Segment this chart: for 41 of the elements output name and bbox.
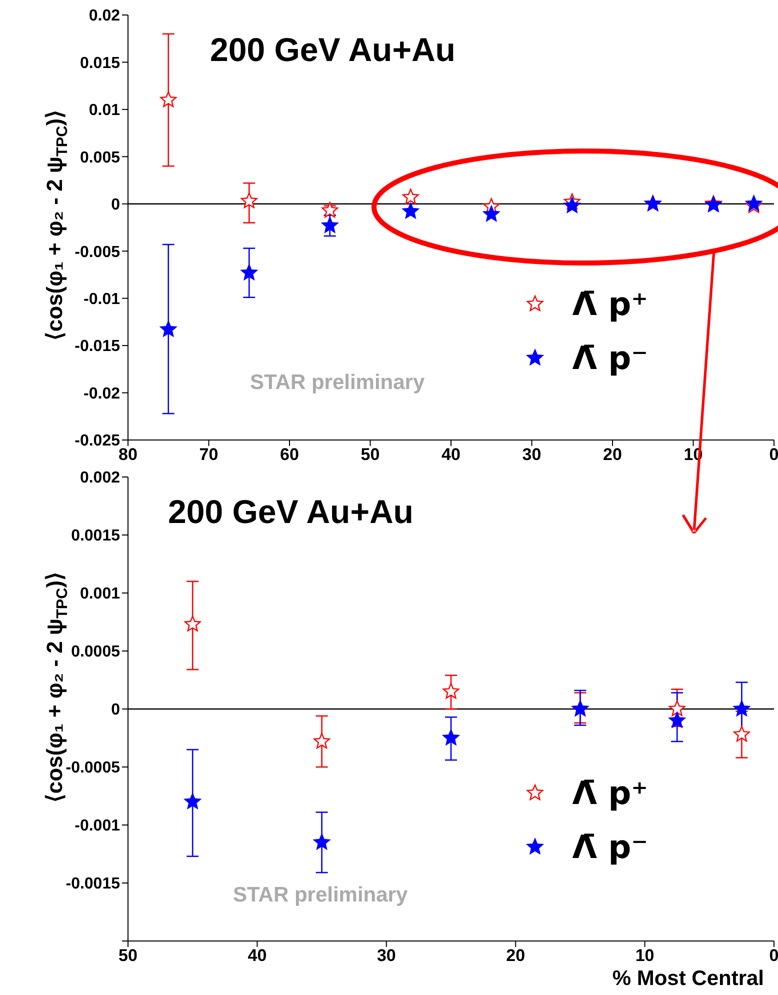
y-tick-label: 0.0005 — [71, 644, 120, 661]
y-tick-label: -0.0005 — [66, 760, 120, 777]
x-tick-label: 0 — [769, 946, 778, 966]
legend-label: Λ̄ p⁻ — [572, 828, 648, 866]
y-tick-label: 0.01 — [88, 102, 120, 120]
x-tick-label: 30 — [376, 946, 396, 966]
y-tick-label: -0.0015 — [66, 876, 120, 893]
legend-label: Λ̄ p⁺ — [572, 774, 648, 812]
y-tick-label: -0.005 — [74, 244, 120, 261]
x-axis-title: % Most Central — [612, 967, 764, 990]
x-tick-label: 30 — [522, 445, 542, 464]
y-tick-label: 0.02 — [88, 8, 120, 25]
x-tick-label: 60 — [280, 445, 299, 464]
annotation: 200 GeV Au+Au — [168, 493, 414, 530]
y-tick-label: 0.001 — [80, 586, 120, 603]
y-tick-label: 0 — [111, 196, 120, 214]
x-tick-label: 50 — [118, 946, 138, 966]
x-tick-label: 70 — [199, 445, 218, 464]
annotation: STAR preliminary — [233, 884, 408, 907]
y-tick-label: 0.0015 — [71, 528, 120, 545]
y-tick-label: 0.002 — [80, 470, 120, 487]
x-tick-label: 40 — [248, 946, 267, 966]
y-tick-label: -0.001 — [74, 818, 120, 835]
x-tick-label: 20 — [603, 445, 622, 464]
y-tick-label: 0.005 — [80, 149, 120, 166]
legend-label: Λ̄ p⁺ — [572, 285, 648, 324]
x-tick-label: 50 — [360, 445, 380, 464]
legend-label: Λ̄ p⁻ — [572, 339, 648, 378]
y-tick-label: -0.01 — [84, 291, 120, 308]
x-tick-label: 40 — [442, 445, 460, 464]
x-tick-label: 0 — [769, 445, 778, 464]
x-tick-label: 80 — [118, 445, 138, 464]
annotation: 200 GeV Au+Au — [210, 31, 456, 68]
y-tick-label: -0.02 — [84, 385, 120, 402]
x-tick-label: 10 — [635, 946, 654, 966]
y-tick-label: 0.015 — [80, 54, 120, 72]
x-tick-label: 20 — [506, 946, 526, 966]
y-tick-label: -0.015 — [74, 338, 120, 356]
y-tick-label: -0.025 — [74, 432, 120, 450]
annotation: STAR preliminary — [250, 371, 425, 394]
y-tick-label: 0 — [111, 702, 120, 719]
